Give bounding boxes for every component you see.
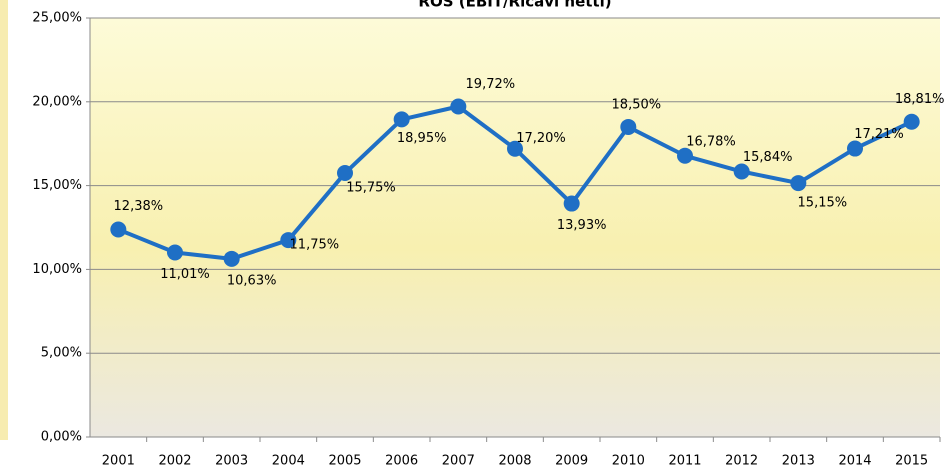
x-tick-label: 2013	[782, 454, 815, 468]
x-tick-label: 2001	[102, 454, 135, 468]
data-label: 18,50%	[612, 97, 662, 112]
data-label: 10,63%	[227, 273, 277, 288]
data-label: 15,15%	[798, 196, 848, 211]
data-point	[450, 98, 467, 115]
data-label: 15,75%	[346, 181, 396, 196]
data-point	[110, 221, 127, 238]
data-point	[790, 175, 807, 192]
data-point	[280, 232, 297, 249]
data-point	[223, 250, 240, 267]
data-label: 18,81%	[895, 92, 945, 107]
chart-title: ROS (EBIT/Ricavi netti)	[418, 0, 611, 11]
y-tick-label: 10,00%	[32, 262, 82, 277]
data-point	[903, 113, 920, 130]
y-tick-label: 20,00%	[32, 94, 82, 109]
x-tick-label: 2008	[498, 454, 531, 468]
data-point	[733, 163, 750, 180]
data-label: 19,72%	[466, 77, 516, 92]
data-label: 16,78%	[686, 134, 736, 149]
data-label: 12,38%	[114, 199, 164, 214]
y-tick-label: 15,00%	[32, 178, 82, 193]
data-point	[167, 244, 183, 261]
data-label: 11,75%	[290, 238, 340, 253]
data-label: 17,20%	[516, 131, 566, 146]
data-label: 11,01%	[160, 267, 210, 282]
data-point	[563, 195, 580, 212]
plot-area	[90, 18, 940, 437]
y-tick-label: 25,00%	[32, 11, 82, 26]
x-tick-label: 2003	[215, 454, 248, 468]
data-label: 13,93%	[557, 218, 607, 233]
left-strip	[0, 0, 8, 440]
data-point	[337, 165, 353, 182]
x-tick-label: 2002	[158, 454, 191, 468]
data-point	[507, 140, 523, 157]
data-point	[620, 118, 637, 135]
data-point	[847, 140, 863, 157]
x-tick-label: 2010	[612, 454, 645, 468]
x-tick-label: 2011	[668, 454, 701, 468]
x-tick-label: 2007	[442, 454, 475, 468]
data-label: 18,95%	[397, 131, 447, 146]
x-tick-label: 2009	[555, 454, 588, 468]
x-tick-label: 2004	[272, 454, 305, 468]
x-tick-label: 2015	[895, 454, 928, 468]
x-tick-label: 2006	[385, 454, 418, 468]
y-tick-label: 5,00%	[41, 346, 82, 361]
data-point	[393, 111, 410, 128]
y-tick-label: 0,00%	[41, 430, 82, 445]
data-label: 15,84%	[743, 150, 793, 165]
data-point	[677, 147, 693, 164]
x-tick-label: 2012	[725, 454, 758, 468]
x-tick-label: 2005	[328, 454, 361, 468]
x-tick-label: 2014	[838, 454, 871, 468]
data-label: 17,21%	[854, 127, 904, 142]
